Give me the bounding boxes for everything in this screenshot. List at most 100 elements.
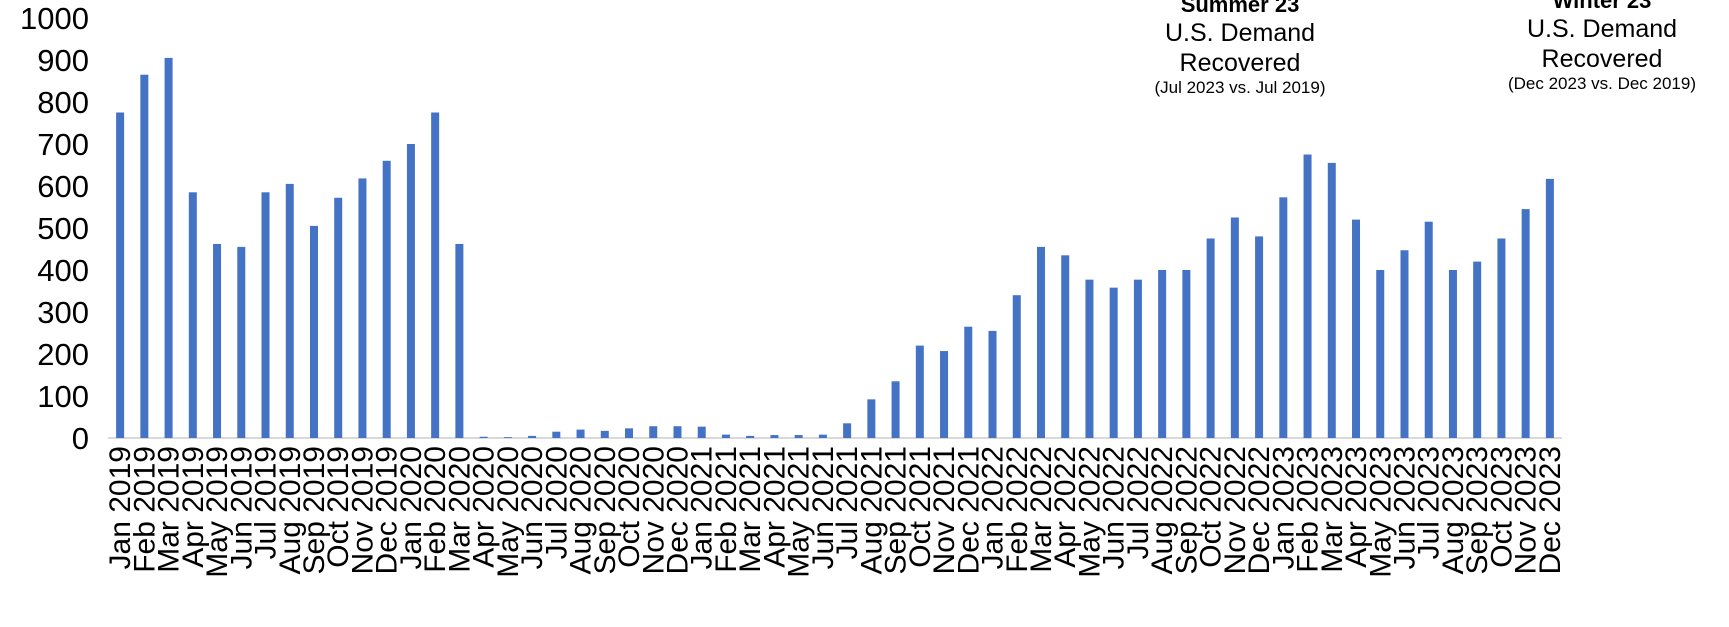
x-tick-label: Aug 2019 xyxy=(274,446,307,574)
x-tick-label: Feb 2022 xyxy=(1001,446,1034,573)
x-tick-label: Jul 2022 xyxy=(1122,446,1155,559)
x-tick-label: Dec 2022 xyxy=(1243,446,1276,574)
bar xyxy=(1448,270,1457,438)
x-tick-label: Jun 2021 xyxy=(807,446,840,569)
bar xyxy=(988,330,997,438)
bar xyxy=(116,112,125,438)
bar xyxy=(818,434,827,438)
x-tick-label: Sep 2021 xyxy=(880,446,913,574)
annotation-heading: Summer 23 xyxy=(1180,0,1300,17)
bar xyxy=(891,381,900,438)
x-tick-label: Jul 2021 xyxy=(831,446,864,559)
x-tick-label: Jun 2019 xyxy=(225,446,258,569)
y-tick-label: 400 xyxy=(37,253,89,288)
x-tick-label: Nov 2019 xyxy=(346,446,379,574)
x-tick-label: Sep 2019 xyxy=(298,446,331,574)
x-tick-label: Feb 2023 xyxy=(1292,446,1325,573)
bar xyxy=(1352,219,1361,438)
bar xyxy=(1303,154,1312,438)
x-tick-label: Mar 2021 xyxy=(734,446,767,573)
y-tick-label: 500 xyxy=(37,211,89,246)
bar xyxy=(455,243,464,438)
bar xyxy=(625,428,634,438)
x-tick-label: Aug 2021 xyxy=(855,446,888,574)
x-tick-label: Nov 2023 xyxy=(1510,446,1543,574)
y-tick-label: 700 xyxy=(37,127,89,162)
y-tick-label: 100 xyxy=(37,379,89,414)
x-tick-label: Jan 2020 xyxy=(395,446,428,569)
x-tick-label: Dec 2023 xyxy=(1534,446,1567,574)
x-tick-label: Apr 2020 xyxy=(468,446,501,568)
y-tick-label: 300 xyxy=(37,295,89,330)
x-tick-label: Oct 2022 xyxy=(1195,446,1228,568)
x-tick-label: May 2023 xyxy=(1364,446,1397,578)
x-tick-label: Feb 2019 xyxy=(128,446,161,573)
x-tick-label: Jun 2023 xyxy=(1388,446,1421,569)
x-tick-label: Dec 2021 xyxy=(952,446,985,574)
x-tick-label: Jan 2022 xyxy=(977,446,1010,569)
x-tick-label: Jun 2022 xyxy=(1098,446,1131,569)
bar-series xyxy=(116,57,1554,439)
bar xyxy=(867,399,876,438)
bar xyxy=(1036,246,1045,438)
bar xyxy=(964,326,973,438)
y-axis: 0 100 200 300 400 500 600 700 800 900 1000 xyxy=(20,1,89,456)
bar xyxy=(1230,217,1239,438)
bar xyxy=(1376,270,1385,438)
x-tick-label: May 2021 xyxy=(783,446,816,578)
bar xyxy=(600,430,609,438)
bar xyxy=(1545,178,1554,439)
bar xyxy=(358,178,367,438)
bar xyxy=(649,426,658,438)
bar xyxy=(1206,238,1215,438)
x-tick-label: Feb 2020 xyxy=(419,446,452,573)
x-tick-label: Jul 2023 xyxy=(1413,446,1446,559)
x-tick-label: Dec 2020 xyxy=(661,446,694,574)
x-tick-label: Sep 2023 xyxy=(1461,446,1494,574)
annotation-note: (Jul 2023 vs. Jul 2019) xyxy=(1154,78,1326,98)
bar xyxy=(746,435,755,438)
x-tick-label: Oct 2020 xyxy=(613,446,646,568)
bar xyxy=(309,225,318,438)
bar xyxy=(479,436,488,438)
x-tick-label: Apr 2023 xyxy=(1340,446,1373,568)
x-tick-label: Jan 2023 xyxy=(1267,446,1300,569)
x-tick-label: Jul 2020 xyxy=(540,446,573,559)
y-tick-label: 600 xyxy=(37,169,89,204)
x-tick-label: Mar 2022 xyxy=(1025,446,1058,573)
x-tick-label: May 2022 xyxy=(1073,446,1106,578)
x-tick-label: Nov 2020 xyxy=(637,446,670,574)
bar xyxy=(164,57,173,439)
bar xyxy=(503,437,512,438)
bar xyxy=(1158,270,1167,438)
bar xyxy=(843,423,852,438)
bar xyxy=(1400,250,1409,438)
annotation-winter-23: Winter 23 U.S. Demand Recovered (Dec 202… xyxy=(1475,0,1729,95)
bar xyxy=(1012,295,1021,438)
annotation-line2: Recovered xyxy=(1179,49,1301,78)
x-tick-label: Mar 2020 xyxy=(443,446,476,573)
x-tick-label: Jun 2020 xyxy=(516,446,549,569)
y-tick-label: 0 xyxy=(72,421,89,456)
bar xyxy=(213,243,222,438)
bar xyxy=(794,435,803,438)
bar xyxy=(770,435,779,438)
bar xyxy=(528,435,537,438)
y-tick-label: 1000 xyxy=(20,1,89,36)
bar xyxy=(940,351,949,438)
y-tick-label: 900 xyxy=(37,43,89,78)
x-tick-label: Sep 2022 xyxy=(1170,446,1203,574)
bar xyxy=(1109,287,1118,438)
bar xyxy=(1133,279,1142,438)
bar xyxy=(261,192,270,438)
x-tick-label: Apr 2021 xyxy=(758,446,791,568)
x-tick-label: Jan 2021 xyxy=(686,446,719,569)
x-tick-label: Aug 2022 xyxy=(1146,446,1179,574)
x-tick-label: Oct 2019 xyxy=(322,446,355,568)
bar xyxy=(1255,236,1264,438)
bar xyxy=(431,112,440,438)
annotation-line1: U.S. Demand xyxy=(1526,15,1678,44)
bar xyxy=(1497,238,1506,438)
